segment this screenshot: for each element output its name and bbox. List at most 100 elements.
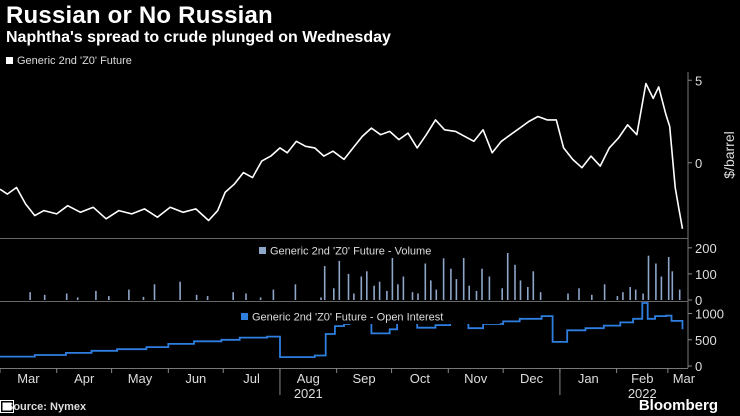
volume-bar [76,297,79,300]
x-tick-label: Jan [578,371,599,386]
volume-bar [411,292,414,300]
volume-bar [294,284,297,300]
volume-bar [501,288,503,300]
volume-bar [616,296,619,300]
volume-bar [642,293,644,300]
volume-bar [430,280,432,300]
volume-bar [347,273,350,300]
bloomberg-terminal-icon [0,400,14,413]
volume-bar [320,297,322,300]
volume-bar [519,280,522,300]
x-year-label: 2021 [294,386,323,401]
y-tick-label: 5 [695,73,702,88]
y-tick-label: 500 [695,333,717,348]
volume-bar [667,257,670,300]
volume-bar [567,293,569,300]
y-tick-label: 100 [695,267,717,282]
y-tick-label: 0 [695,359,702,374]
volume-bar [468,285,470,300]
volume-bar [424,263,427,300]
x-tick-label: Jul [243,371,260,386]
volume-bar [450,268,452,300]
volume-bar [481,268,483,300]
volume-bar [366,271,368,300]
volume-bar [391,255,394,300]
volume-bar [323,266,326,300]
volume-bar [259,297,262,300]
volume-bar [353,293,355,300]
volume-bar [647,255,650,300]
x-tick-label: Feb [631,371,653,386]
x-tick-label: Mar [17,371,40,386]
volume-bar [338,260,341,300]
volume-bar [435,289,438,300]
x-tick-label: Sep [353,371,376,386]
volume-bar [29,292,31,300]
volume-bar [527,287,529,300]
volume-bar [629,287,631,300]
volume-bar [43,294,46,300]
volume-bar [272,289,275,300]
volume-bar [142,296,145,300]
volume-bar [232,292,234,300]
volume-bar [603,284,606,300]
brand-logo: Bloomberg [638,397,718,414]
x-tick-label: Mar [673,371,696,386]
x-tick-label: Oct [410,371,431,386]
volume-bar [95,290,97,300]
volume-bar [462,247,465,300]
volume-bar [578,288,580,300]
x-tick-label: Nov [464,371,488,386]
volume-bar [678,289,681,300]
volume-legend-bg [256,243,475,258]
y-tick-label: 200 [695,241,717,256]
volume-bar [539,292,542,300]
volume-bar [417,293,419,300]
volume-bar [386,290,388,300]
volume-bar [475,290,478,300]
volume-bar [660,276,663,300]
volume-bar [65,293,68,300]
volume-bar [360,276,363,300]
volume-bar [179,281,181,300]
volume-bar [442,258,445,300]
volume-bar [245,293,247,300]
x-tick-label: Jun [185,371,206,386]
volume-bar [397,284,399,300]
volume-bar [378,281,381,300]
volume-bar [622,292,624,300]
y-tick-label: 1000 [695,307,724,322]
open-interest-legend-swatch [241,313,248,320]
volume-bar [532,271,535,300]
volume-bar [195,294,198,300]
price-legend-swatch [6,57,13,64]
source-note: Source: Nymex [6,401,87,413]
volume-bar [206,296,209,300]
volume-bar [373,285,375,300]
volume-bar [153,284,156,300]
y-axis-label: $/barrel [721,131,737,178]
open-interest-legend: Generic 2nd 'Z0' Future - Open Interest [238,309,500,324]
y-tick-label: 0 [695,293,702,308]
x-tick-label: Apr [74,371,95,386]
y-tick-label: 0 [695,156,702,171]
volume-bar [506,253,509,300]
x-year-label: 2022 [628,386,657,401]
volume-bar [455,279,458,300]
volume-legend-swatch [259,247,266,254]
x-tick-label: Dec [520,371,544,386]
volume-bar [128,289,130,300]
volume-bar [671,271,674,300]
volume-legend: Generic 2nd 'Z0' Future - Volume [256,243,475,258]
price-legend-label: Generic 2nd 'Z0' Future [17,55,132,67]
volume-bar [333,288,335,300]
open-interest-legend-bg [238,309,500,324]
volume-bar [655,263,657,300]
price-legend: Generic 2nd 'Z0' Future [6,55,132,67]
price-line [0,82,684,229]
volume-bar [488,276,491,300]
open-interest-legend-label: Generic 2nd 'Z0' Future - Open Interest [252,312,443,324]
volume-bar [514,264,516,300]
chart-subtitle: Naphtha's spread to crude plunged on Wed… [6,29,391,46]
